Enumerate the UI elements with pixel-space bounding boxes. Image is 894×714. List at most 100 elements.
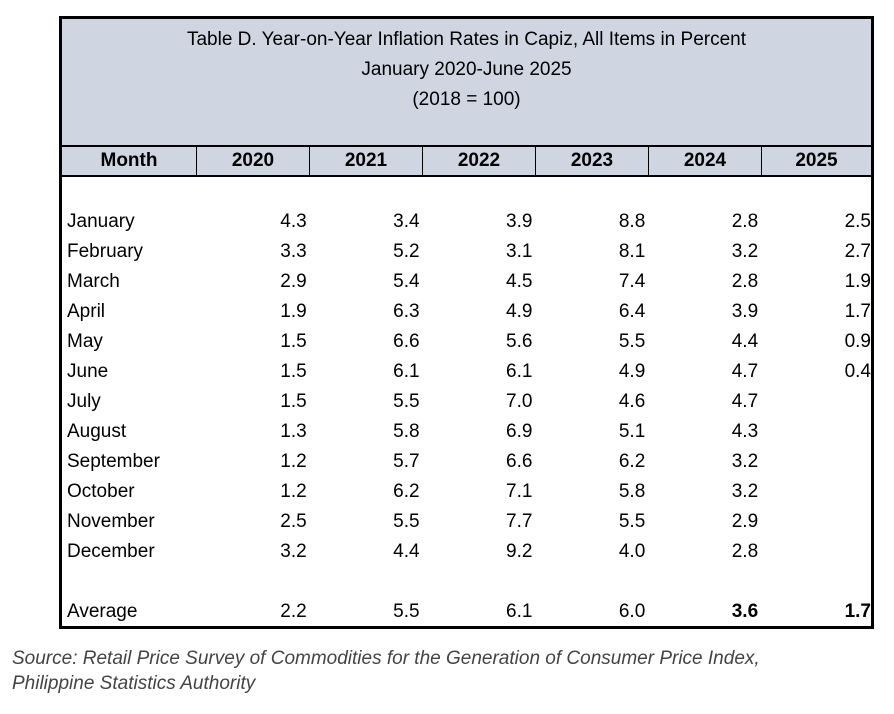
table-header-row: Month 2020 2021 2022 2023 2024 2025 [62,147,871,177]
value-cell-2024: 4.4 [731,331,759,352]
table-row: April 1.9 6.3 4.9 6.4 3.9 1.7 [62,297,871,327]
header-2024: 2024 [649,147,762,175]
value-cell-2025: 1.9 [844,271,871,292]
table-title-band: Table D. Year-on-Year Inflation Rates in… [62,19,871,147]
table-period: January 2020-June 2025 [361,59,572,80]
value-cell-2025 [758,537,871,567]
value-cell-2021: 5.2 [393,241,420,262]
value-cell-2023: 4.0 [618,541,646,562]
month-cell: May [67,331,103,352]
value-cell-2023: 8.1 [618,241,646,262]
month-cell: August [67,421,127,442]
average-2020: 2.2 [280,601,307,622]
table-row: August 1.3 5.8 6.9 5.1 4.3 [62,417,871,447]
value-cell-2020: 3.2 [280,541,307,562]
value-cell-2023: 7.4 [618,271,646,292]
value-cell-2022: 6.6 [506,451,533,472]
value-cell-2023: 6.2 [618,451,646,472]
value-cell-2023: 4.9 [618,361,646,382]
value-cell-2022: 4.9 [506,301,533,322]
value-cell-2024: 4.3 [731,421,759,442]
value-cell-2021: 6.6 [393,331,420,352]
value-cell-2021: 5.5 [393,391,420,412]
value-cell-2022: 7.0 [506,391,533,412]
month-cell: January [67,211,135,232]
value-cell-2024: 3.2 [731,241,759,262]
month-cell: March [67,271,120,292]
value-cell-2025: 0.4 [844,361,871,382]
value-cell-2020: 1.2 [280,451,307,472]
average-2021: 5.5 [393,601,420,622]
value-cell-2020: 4.3 [280,211,307,232]
source-line-2: Philippine Statistics Authority [12,673,256,694]
source-line-1: Source: Retail Price Survey of Commoditi… [12,648,760,669]
value-cell-2025 [758,447,871,477]
table-row: July 1.5 5.5 7.0 4.6 4.7 [62,387,871,417]
header-month: Month [62,147,197,175]
value-cell-2022: 6.1 [506,361,533,382]
month-cell: November [67,511,155,532]
header-2020: 2020 [197,147,310,175]
value-cell-2024: 4.7 [731,391,759,412]
table-row: March 2.9 5.4 4.5 7.4 2.8 1.9 [62,267,871,297]
value-cell-2023: 6.4 [618,301,646,322]
value-cell-2025 [758,507,871,537]
table-row: January 4.3 3.4 3.9 8.8 2.8 2.5 [62,207,871,237]
value-cell-2020: 3.3 [280,241,307,262]
month-cell: February [67,241,144,262]
value-cell-2023: 8.8 [618,211,646,232]
table-row: November 2.5 5.5 7.7 5.5 2.9 [62,507,871,537]
value-cell-2020: 2.9 [280,271,307,292]
value-cell-2021: 5.8 [393,421,420,442]
value-cell-2020: 1.5 [280,391,307,412]
value-cell-2024: 3.2 [731,451,759,472]
value-cell-2024: 4.7 [731,361,759,382]
average-2023: 6.0 [618,601,646,622]
value-cell-2022: 4.5 [506,271,533,292]
average-row: Average 2.2 5.5 6.1 6.0 3.6 1.7 [62,597,871,627]
value-cell-2024: 2.8 [731,211,759,232]
value-cell-2024: 3.2 [731,481,759,502]
table-row: May 1.5 6.6 5.6 5.5 4.4 0.9 [62,327,871,357]
value-cell-2023: 4.6 [618,391,646,412]
value-cell-2024: 2.8 [731,541,759,562]
header-2021: 2021 [310,147,423,175]
value-cell-2022: 3.9 [506,211,533,232]
inflation-table: Table D. Year-on-Year Inflation Rates in… [59,16,874,629]
value-cell-2025 [758,387,871,417]
month-cell: April [67,301,106,322]
month-cell: October [67,481,135,502]
value-cell-2023: 5.1 [618,421,646,442]
header-2022: 2022 [423,147,536,175]
month-cell: December [67,541,155,562]
value-cell-2024: 2.8 [731,271,759,292]
average-2024: 3.6 [731,601,759,622]
value-cell-2020: 1.5 [280,331,307,352]
table-row: February 3.3 5.2 3.1 8.1 3.2 2.7 [62,237,871,267]
value-cell-2025: 1.7 [844,301,871,322]
value-cell-2023: 5.5 [618,331,646,352]
value-cell-2022: 3.1 [506,241,533,262]
value-cell-2022: 9.2 [506,541,533,562]
table-title: Table D. Year-on-Year Inflation Rates in… [186,29,747,50]
value-cell-2025: 2.5 [844,211,871,232]
table-row: June 1.5 6.1 6.1 4.9 4.7 0.4 [62,357,871,387]
value-cell-2022: 5.6 [506,331,533,352]
value-cell-2023: 5.5 [618,511,646,532]
month-cell: June [67,361,109,382]
value-cell-2021: 5.4 [393,271,420,292]
table-row: September 1.2 5.7 6.6 6.2 3.2 [62,447,871,477]
value-cell-2024: 2.9 [731,511,759,532]
average-label: Average [67,601,138,622]
month-cell: July [67,391,101,412]
header-2023: 2023 [536,147,649,175]
value-cell-2020: 1.2 [280,481,307,502]
value-cell-2025: 2.7 [844,241,871,262]
source-note: Source: Retail Price Survey of Commoditi… [12,646,887,696]
value-cell-2021: 3.4 [393,211,420,232]
table-body: January 4.3 3.4 3.9 8.8 2.8 2.5 February 3.3 5.2 3… [62,207,871,567]
value-cell-2021: 6.3 [393,301,420,322]
value-cell-2025: 0.9 [844,331,871,352]
value-cell-2020: 1.5 [280,361,307,382]
table-row: October 1.2 6.2 7.1 5.8 3.2 [62,477,871,507]
